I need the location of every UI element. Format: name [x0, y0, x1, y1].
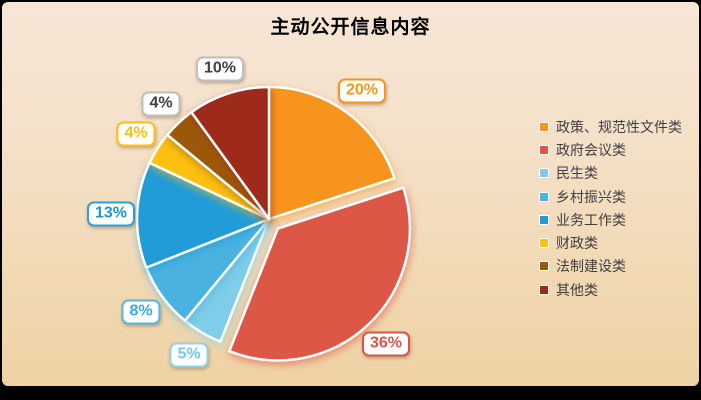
legend-label: 财政类: [556, 235, 598, 252]
chart-title: 主动公开信息内容: [270, 17, 431, 38]
legend-item-6: 法制建设类: [539, 255, 682, 278]
legend-swatch: [539, 168, 549, 179]
slice-percent-label-1: 36%: [361, 331, 411, 357]
legend-swatch: [539, 284, 549, 295]
slice-percent-label-2: 5%: [169, 342, 209, 368]
legend-swatch: [539, 191, 549, 202]
legend-item-7: 其他类: [539, 278, 682, 301]
legend-item-4: 业务工作类: [539, 208, 682, 231]
slice-percent-label-4: 13%: [86, 201, 136, 227]
legend-swatch: [539, 261, 549, 272]
slice-percent-label-3: 8%: [121, 299, 161, 325]
pie-slice-1: [228, 186, 412, 362]
pie-slice-0: [267, 85, 396, 221]
slice-percent-label-5: 4%: [116, 121, 156, 147]
pie-slice-7: [190, 85, 271, 221]
chart-panel: 主动公开信息内容 20% 36% 5% 8% 13% 4% 4% 10% 政策、规范性文件类政…: [0, 0, 701, 388]
legend-label: 政策、规范性文件类: [556, 118, 682, 135]
legend-label: 民生类: [556, 165, 598, 182]
legend-item-5: 财政类: [539, 231, 682, 254]
slice-percent-label-6: 4%: [141, 91, 181, 117]
slice-percent-label-7: 10%: [195, 56, 245, 82]
legend-label: 其他类: [556, 281, 598, 298]
legend-label: 法制建设类: [556, 258, 626, 275]
legend-label: 乡村振兴类: [556, 188, 626, 205]
pie-slice-4: [135, 161, 271, 269]
legend-swatch: [539, 144, 549, 155]
legend-swatch: [539, 214, 549, 225]
slice-percent-label-0: 20%: [337, 78, 387, 104]
pie-chart: [135, 85, 412, 362]
legend: 政策、规范性文件类 政府会议类民生类乡村振兴类业务工作类财政类法制建设类其他类: [539, 115, 682, 301]
legend-swatch: [539, 121, 549, 132]
legend-swatch: [539, 238, 549, 249]
legend-item-1: 政府会议类: [539, 138, 682, 161]
legend-item-2: 民生类: [539, 162, 682, 185]
legend-label: 业务工作类: [556, 211, 626, 228]
legend-label: 政府会议类: [556, 141, 626, 158]
legend-item-0: 政策、规范性文件类: [539, 115, 682, 138]
legend-item-3: 乡村振兴类: [539, 185, 682, 208]
